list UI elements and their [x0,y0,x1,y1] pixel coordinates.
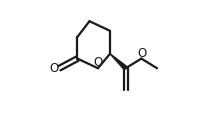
Text: O: O [49,62,59,75]
Text: O: O [93,56,103,69]
Polygon shape [110,54,127,70]
Text: O: O [137,47,147,60]
